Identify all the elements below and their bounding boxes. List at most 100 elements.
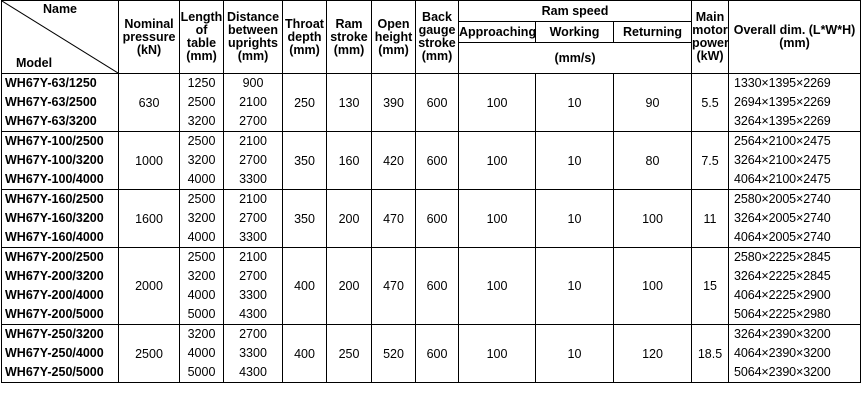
model-name: WH67Y-160/2500 — [5, 192, 104, 206]
upright-distance: 3300 — [239, 172, 267, 186]
upright-distance: 2100 — [239, 95, 267, 109]
open-height-cell: 470 — [371, 189, 416, 248]
upright-distance: 2100 — [239, 192, 267, 206]
header-throat-depth: Throat depth (mm) — [282, 0, 327, 74]
throat-depth-cell: 400 — [282, 247, 327, 325]
header-length-of-table: Length of table (mm) — [179, 0, 224, 74]
table-length: 4000 — [187, 346, 216, 360]
open-height-cell: 390 — [371, 73, 416, 132]
upright-distance: 3300 — [239, 230, 267, 244]
motor-power-cell: 5.5 — [691, 73, 730, 132]
throat-depth-cell: 250 — [282, 73, 327, 132]
overall-dim: 4064×2100×2475 — [734, 172, 831, 186]
table-length: 4000 — [187, 230, 216, 244]
model-name: WH67Y-250/3200 — [5, 327, 104, 341]
upright-distance: 3300 — [239, 346, 267, 360]
overall-dim: 3264×1395×2269 — [734, 114, 831, 128]
overall-dim: 4064×2005×2740 — [734, 230, 831, 244]
table-length: 5000 — [187, 365, 216, 379]
model-name: WH67Y-200/2500 — [5, 250, 104, 264]
table-length: 2500 — [187, 192, 216, 206]
model-name: WH67Y-200/3200 — [5, 269, 104, 283]
header-distance-between-uprights: Distance between uprights (mm) — [223, 0, 283, 74]
ram-stroke-cell: 200 — [326, 247, 372, 325]
table-length: 3200 — [187, 211, 216, 225]
overall-dim: 2580×2005×2740 — [734, 192, 831, 206]
overall-dim-cell: 2564×2100×2475 3264×2100×2475 4064×2100×24… — [728, 131, 861, 190]
model-name-cell: WH67Y-250/3200 WH67Y-250/4000 WH67Y-250/50… — [1, 324, 119, 383]
back-gauge-stroke-cell: 600 — [415, 73, 459, 132]
overall-dim: 2564×2100×2475 — [734, 134, 831, 148]
header-overall-dim: Overall dim. (L*W*H) (mm) — [728, 0, 861, 74]
working-speed-cell: 10 — [535, 189, 614, 248]
header-corner: Name Model — [1, 0, 119, 74]
model-name: WH67Y-100/2500 — [5, 134, 104, 148]
header-approaching: Approaching — [458, 21, 536, 43]
model-name: WH67Y-250/4000 — [5, 346, 104, 360]
upright-distance-cell: 2100 2700 3300 — [223, 189, 283, 248]
overall-dim: 2580×2225×2845 — [734, 250, 831, 264]
motor-power-cell: 7.5 — [691, 131, 730, 190]
overall-dim-cell: 2580×2225×2845 3264×2225×2845 4064×2225×29… — [728, 247, 861, 325]
table-row: WH67Y-250/3200 WH67Y-250/4000 WH67Y-250/50… — [1, 324, 861, 383]
table-length: 3200 — [187, 327, 216, 341]
nominal-pressure-cell: 1600 — [118, 189, 180, 248]
motor-power-cell: 18.5 — [691, 324, 730, 383]
back-gauge-stroke-cell: 600 — [415, 131, 459, 190]
spec-table: Name Model Nominal pressure (kN) Length … — [1, 0, 861, 383]
ram-stroke-cell: 130 — [326, 73, 372, 132]
model-name: WH67Y-250/5000 — [5, 365, 104, 379]
returning-speed-cell: 100 — [612, 247, 693, 325]
header-working: Working — [535, 21, 614, 43]
open-height-cell: 470 — [371, 247, 416, 325]
header-ram-stroke: Ram stroke (mm) — [326, 0, 372, 74]
upright-distance: 2700 — [239, 269, 267, 283]
table-length: 5000 — [187, 307, 216, 321]
upright-distance: 2700 — [239, 153, 267, 167]
upright-distance-cell: 2100 2700 3300 — [223, 131, 283, 190]
overall-dim: 4064×2390×3200 — [734, 346, 831, 360]
model-name: WH67Y-63/3200 — [5, 114, 97, 128]
overall-dim-cell: 2580×2005×2740 3264×2005×2740 4064×2005×27… — [728, 189, 861, 248]
model-name: WH67Y-100/3200 — [5, 153, 104, 167]
header-main-motor-power: Main motor power (kW) — [691, 0, 730, 74]
table-length: 3200 — [187, 153, 216, 167]
diagonal-divider — [2, 1, 118, 73]
overall-dim: 3264×2100×2475 — [734, 153, 831, 167]
back-gauge-stroke-cell: 600 — [415, 247, 459, 325]
header-nominal-pressure: Nominal pressure (kN) — [118, 0, 180, 74]
upright-distance: 2100 — [239, 250, 267, 264]
model-name: WH67Y-160/3200 — [5, 211, 104, 225]
upright-distance-cell: 2700 3300 4300 — [223, 324, 283, 383]
working-speed-cell: 10 — [535, 247, 614, 325]
overall-dim: 3264×2390×3200 — [734, 327, 831, 341]
throat-depth-cell: 350 — [282, 131, 327, 190]
model-name: WH67Y-200/4000 — [5, 288, 104, 302]
overall-dim: 5064×2390×3200 — [734, 365, 831, 379]
overall-dim: 1330×1395×2269 — [734, 76, 831, 90]
table-length-cell: 3200 4000 5000 — [179, 324, 224, 383]
overall-dim: 2694×1395×2269 — [734, 95, 831, 109]
header-name: Name — [42, 2, 78, 16]
approaching-speed-cell: 100 — [458, 189, 536, 248]
model-name-cell: WH67Y-100/2500 WH67Y-100/3200 WH67Y-100/40… — [1, 131, 119, 190]
header-model: Model — [16, 56, 53, 70]
header-ram-speed-unit: (mm/s) — [457, 42, 693, 74]
table-length: 2500 — [187, 134, 216, 148]
model-name: WH67Y-100/4000 — [5, 172, 104, 186]
upright-distance: 4300 — [239, 365, 267, 379]
throat-depth-cell: 400 — [282, 324, 327, 383]
approaching-speed-cell: 100 — [458, 131, 536, 190]
upright-distance: 2100 — [239, 134, 267, 148]
upright-distance: 2700 — [239, 114, 267, 128]
returning-speed-cell: 80 — [612, 131, 693, 190]
overall-dim: 5064×2225×2980 — [734, 307, 831, 321]
upright-distance: 900 — [242, 76, 264, 90]
working-speed-cell: 10 — [535, 73, 614, 132]
table-row: WH67Y-160/2500 WH67Y-160/3200 WH67Y-160/40… — [1, 189, 861, 248]
upright-distance-cell: 900 2100 2700 — [223, 73, 283, 132]
approaching-speed-cell: 100 — [458, 324, 536, 383]
model-name-cell: WH67Y-200/2500 WH67Y-200/3200 WH67Y-200/40… — [1, 247, 119, 325]
model-name-cell: WH67Y-63/1250 WH67Y-63/2500 WH67Y-63/3200 — [1, 73, 119, 132]
working-speed-cell: 10 — [535, 324, 614, 383]
